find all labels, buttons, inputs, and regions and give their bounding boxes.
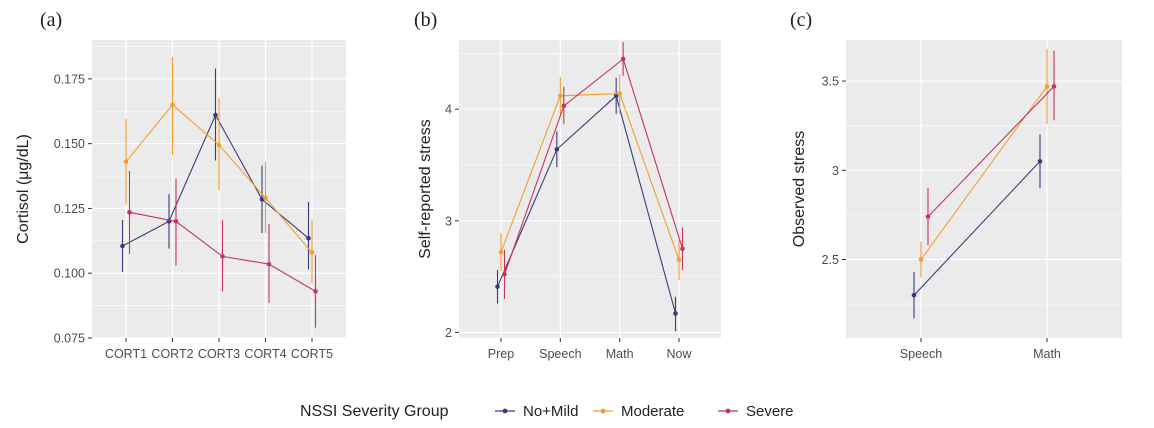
data-point <box>502 272 507 277</box>
legend-item-severe: Severe <box>718 403 794 420</box>
series-no-mild <box>911 134 1043 319</box>
data-point <box>680 246 685 252</box>
y-axis-title: Cortisol (μg/dL) <box>15 134 32 244</box>
data-point <box>918 257 924 262</box>
legend-key-point <box>502 408 508 414</box>
x-tick-label: Now <box>666 347 692 361</box>
data-point <box>1044 84 1050 89</box>
y-tick-label: 0.075 <box>54 332 85 346</box>
x-tick-label: Speech <box>900 347 942 361</box>
y-tick-label: 3 <box>832 164 839 178</box>
y-axis-title: Self-reported stress <box>417 119 434 259</box>
panel-background <box>459 40 721 338</box>
x-tick-label: Speech <box>539 347 581 361</box>
data-point <box>498 249 504 255</box>
x-tick-label: CORT4 <box>244 347 286 361</box>
legend: NSSI Severity Group No+Mild Moderate Sever… <box>300 403 794 420</box>
data-point <box>554 147 560 152</box>
series-line <box>913 160 1041 296</box>
y-tick-label: 0.150 <box>54 137 85 151</box>
data-point <box>170 102 175 108</box>
series-line <box>503 58 684 275</box>
data-point <box>120 243 125 249</box>
legend-items: No+Mild Moderate Severe <box>495 403 794 420</box>
panel-label: (a) <box>40 9 62 31</box>
data-point <box>925 214 931 219</box>
data-point <box>127 210 132 215</box>
y-tick-label: 2.5 <box>822 253 839 267</box>
data-point <box>313 289 318 294</box>
panel-1: 2 3 4 Prep Speech Math Now Self-reported stress… <box>414 9 721 361</box>
data-point <box>911 292 917 298</box>
series-line <box>500 93 680 261</box>
y-tick-label: 4 <box>445 103 452 117</box>
x-tick-label: CORT3 <box>198 347 240 361</box>
series-line <box>496 94 677 314</box>
series-severe <box>925 50 1057 246</box>
data-point <box>613 93 619 99</box>
legend-key-point <box>725 408 731 414</box>
y-tick-label: 3.5 <box>822 75 839 89</box>
legend-item-moderate: Moderate <box>593 403 684 420</box>
panel-background <box>846 40 1122 338</box>
legend-label: Moderate <box>621 403 684 420</box>
data-point <box>1037 159 1043 164</box>
y-tick-label: 0.175 <box>54 72 85 86</box>
x-tick-label: Math <box>606 347 634 361</box>
data-point <box>173 219 179 224</box>
x-tick-label: Math <box>1033 347 1061 361</box>
series-line <box>927 86 1055 218</box>
series-severe <box>502 42 685 299</box>
data-point <box>306 235 311 241</box>
x-tick-label: CORT2 <box>151 347 193 361</box>
series-moderate <box>498 74 682 280</box>
data-point <box>495 284 500 289</box>
data-point <box>263 195 268 201</box>
y-tick-label: 3 <box>445 214 452 228</box>
panel-0: 0.075 0.100 0.125 0.150 0.175 CORT1 CORT2 CORT3… <box>15 9 346 361</box>
legend-title: NSSI Severity Group <box>300 403 449 420</box>
legend-item-no-mild: No+Mild <box>495 403 578 420</box>
data-point <box>309 250 315 255</box>
data-point <box>673 311 678 316</box>
data-point <box>259 197 265 202</box>
data-point <box>617 91 622 96</box>
data-point <box>561 103 567 109</box>
y-axis-title: Observed stress <box>791 131 808 247</box>
panel-2: 2.5 3 3.5 Speech Math Observed stress (c) <box>790 9 1122 361</box>
data-point <box>220 254 225 259</box>
data-point <box>123 159 129 165</box>
data-point <box>1051 84 1057 89</box>
legend-label: No+Mild <box>523 403 578 420</box>
legend-key-point <box>600 408 606 414</box>
data-point <box>558 93 563 99</box>
legend-label: Severe <box>746 403 794 420</box>
x-tick-label: CORT1 <box>105 347 147 361</box>
y-tick-label: 0.125 <box>54 202 85 216</box>
data-point <box>213 112 218 118</box>
chart-panels: 0.075 0.100 0.125 0.150 0.175 CORT1 CORT2 CORT3… <box>15 9 1122 361</box>
data-point <box>620 56 626 62</box>
panel-label: (b) <box>414 9 437 31</box>
series-severe <box>127 170 318 328</box>
data-point <box>266 261 272 267</box>
x-tick-label: CORT5 <box>291 347 333 361</box>
y-tick-label: 0.100 <box>54 267 85 281</box>
y-tick-label: 2 <box>445 326 452 340</box>
data-point <box>216 142 222 148</box>
x-tick-label: Prep <box>488 347 514 361</box>
data-point <box>676 257 682 263</box>
panel-label: (c) <box>790 9 812 31</box>
series-no-mild <box>495 77 678 332</box>
series-moderate <box>123 56 315 284</box>
